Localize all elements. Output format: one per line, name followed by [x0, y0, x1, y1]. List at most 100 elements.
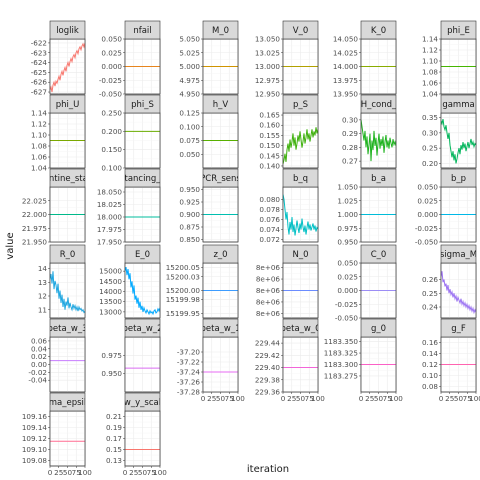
facet-strip: [124, 168, 161, 188]
facet-strip: [202, 318, 239, 338]
y-tick-label: -627: [31, 88, 47, 97]
y-tick-label: 0.165: [259, 111, 280, 120]
y-tick-label: 8e+06: [256, 286, 281, 295]
x-tick-label: 50: [216, 394, 226, 403]
y-tick-label: 0.000: [417, 210, 438, 219]
facet-sigma_M: 0.24 0.25 0.26 sigma_M: [422, 244, 477, 319]
series-line-sigma_M: [441, 271, 476, 315]
y-tick-label: -0.025: [335, 300, 358, 309]
facet-strip: [49, 318, 86, 338]
y-tick-label: 0.06: [31, 336, 47, 345]
x-tick-label: 50: [454, 394, 464, 403]
panel-grid: [50, 337, 85, 392]
y-tick-label: 0.050: [179, 150, 200, 159]
facet-strip-label: stancing_s: [120, 174, 165, 184]
facet-nfail: -0.050 -0.025 0.000 0.025 0.050 nfail: [99, 20, 161, 99]
y-tick-label: 1.12: [31, 120, 47, 129]
facet-strip-label: loglik: [56, 26, 79, 36]
facet-g_0: 1183.275 1183.300 1183.325 1183.350 g_0 0 25 50…: [324, 318, 403, 403]
facet-strip: [282, 168, 319, 188]
y-tick-label: 0.125: [179, 109, 200, 118]
y-tick-label: 8e+06: [256, 297, 281, 306]
y-tick-label: -37.20: [177, 348, 201, 357]
facet-phi_E: 1.04 1.06 1.08 1.10 1.12 1.14 phi_E: [422, 20, 477, 99]
y-tick-label: 0.04: [31, 344, 47, 353]
facet-strip-label: beta_w_0: [280, 324, 320, 334]
facet-strip-label: PCR_sens: [200, 174, 241, 184]
y-tick-label: 13: [38, 278, 47, 287]
y-tick-label: 1183.275: [324, 371, 358, 380]
y-tick-label: 8e+06: [256, 309, 281, 318]
y-tick-label: -0.050: [335, 314, 359, 323]
y-tick-label: 0.950: [101, 369, 122, 378]
y-tick-label: 22.000: [22, 210, 48, 219]
x-tick-label: 25: [445, 394, 454, 403]
x-tick-label: 75: [147, 468, 156, 477]
y-tick-label: 14.000: [333, 62, 359, 71]
y-tick-label: 0.025: [337, 272, 358, 281]
facet-strip: [360, 168, 397, 188]
facet-strip: [124, 392, 161, 412]
facet-strip: [202, 20, 239, 40]
y-tick-label: 109.08: [22, 456, 48, 465]
facet-strip-label: b_a: [371, 174, 386, 184]
y-tick-label: 0.850: [179, 235, 200, 244]
x-tick-label: 25: [54, 468, 63, 477]
y-tick-label: 0.145: [259, 151, 280, 160]
y-tick-label: 11: [38, 305, 47, 314]
y-tick-label: 0.13: [106, 456, 122, 465]
facet-beta_w_1: -37.28-37.26-37.24-37.22-37.20 beta_w_1 0 2…: [177, 318, 245, 403]
facet-strip-label: K_0: [371, 26, 386, 36]
y-tick-label: 109.16: [22, 412, 48, 421]
y-tick-label: 1.14: [422, 35, 438, 44]
facet-strip-label: beta_w_2: [122, 324, 162, 334]
facet-b_p: -0.050 -0.025 0.000 0.025 0.050 b_p: [415, 168, 477, 247]
y-tick-label: 229.40: [255, 363, 281, 372]
y-tick-label: 0.02: [31, 352, 47, 361]
facet-strip-label: sigma_M: [440, 250, 477, 260]
x-tick-label: 50: [296, 394, 306, 403]
facet-V_0: 12.950 12.975 13.000 13.025 13.050 V_0: [255, 20, 319, 99]
facet-K_0: 13.950 13.975 14.000 14.025 14.050 K_0: [333, 20, 397, 99]
facet-strip-label: beta_w_1: [200, 324, 240, 334]
y-tick-label: 1.04: [422, 90, 438, 99]
facet-strip-label: beta_w_3: [47, 324, 87, 334]
facet-strip: [360, 94, 397, 114]
y-tick-label: 229.38: [255, 375, 281, 384]
y-tick-label: 12.950: [255, 90, 281, 99]
y-tick-label: 8e+06: [256, 275, 281, 284]
y-tick-label: 0.10: [422, 371, 438, 380]
y-tick-label: 21.975: [22, 224, 47, 233]
y-tick-label: 1183.325: [324, 349, 358, 358]
x-tick-label: 0: [48, 468, 53, 477]
facet-strip: [360, 244, 397, 264]
y-tick-label: 13.050: [255, 35, 281, 44]
facet-strip-label: g_0: [371, 324, 386, 334]
facet-strip: [282, 94, 319, 114]
y-tick-label: 229.36: [255, 388, 281, 397]
y-tick-label: -0.050: [415, 238, 439, 247]
y-tick-label: 0.200: [101, 127, 122, 136]
facet-ontine_star: 21.950 21.975 22.000 22.025 ontine_star: [22, 168, 86, 247]
y-tick-label: 1.10: [31, 131, 47, 140]
facet-strip: [440, 20, 477, 40]
y-tick-label: 0.27: [342, 157, 358, 166]
facet-strip: [440, 94, 477, 114]
y-tick-label: 0.150: [101, 145, 122, 154]
y-tick-label: 0.900: [179, 210, 200, 219]
y-tick-label: 0.21: [106, 412, 122, 421]
facet-stancing_s: 17.950 17.975 18.000 18.025 18.050 stancing_s: [97, 168, 165, 247]
y-tick-label: 8e+06: [256, 263, 281, 272]
facet-h_V: 0.050 0.075 0.100 0.125 h_V: [179, 94, 239, 169]
series-line-E_0: [125, 266, 160, 316]
facet-strip-label: p_S: [293, 100, 308, 110]
y-tick-label: 109.14: [22, 423, 48, 432]
y-tick-label: 4.950: [179, 90, 200, 99]
y-axis-title: value: [5, 232, 16, 259]
facet-strip-label: w_y_scal: [124, 398, 161, 408]
y-tick-label: -622: [31, 38, 47, 47]
y-tick-label: 0.30: [422, 128, 438, 137]
